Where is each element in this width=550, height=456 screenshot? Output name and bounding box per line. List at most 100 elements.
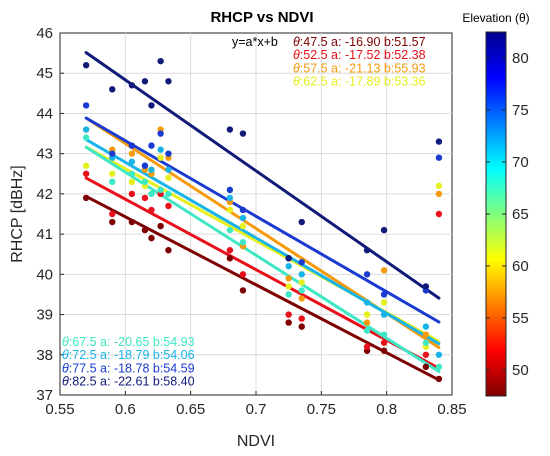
y-tick-label: 44 xyxy=(36,105,53,122)
data-point-theta-72.5 xyxy=(239,214,247,222)
data-point-theta-67.5 xyxy=(148,190,155,198)
data-point-theta-72.5 xyxy=(422,323,430,330)
fit-legend-bottom: θ:67.5 a: -20.65 b:54.93θ:72.5 a: -18.79… xyxy=(62,335,195,389)
data-point-theta-72.5 xyxy=(148,166,155,173)
data-point-theta-62.5 xyxy=(380,299,388,306)
data-point-theta-72.5 xyxy=(285,263,292,270)
x-tick-label: 0.75 xyxy=(307,401,336,418)
data-point-theta-72.5 xyxy=(363,299,371,306)
data-point-theta-52.5 xyxy=(109,210,116,218)
data-point-theta-67.5 xyxy=(157,186,164,194)
data-point-theta-77.5 xyxy=(239,206,247,214)
data-point-theta-82.5 xyxy=(422,283,430,290)
data-point-theta-62.5 xyxy=(128,178,136,186)
data-point-theta-47.5 xyxy=(380,347,388,354)
x-axis-label: NDVI xyxy=(237,433,275,450)
data-point-theta-67.5 xyxy=(435,363,443,371)
data-point-theta-57.5 xyxy=(363,319,371,326)
fit-legend-text: :67.5 a: -20.65 b:54.93 xyxy=(69,335,195,349)
data-point-theta-47.5 xyxy=(141,226,149,234)
fit-lines xyxy=(84,51,441,382)
fit-legend-text: :62.5 a: -17.89 b:53.36 xyxy=(300,75,426,89)
data-point-theta-82.5 xyxy=(239,130,247,137)
fit-legend-text: :47.5 a: -16.90 b:51.57 xyxy=(300,35,426,49)
fit-legend-text: :52.5 a: -17.52 b:52.38 xyxy=(300,48,426,62)
colorbar-tick-label: 70 xyxy=(512,154,529,171)
colorbar-tick-label: 50 xyxy=(512,362,529,379)
equation-label: y=a*x+b xyxy=(232,35,278,49)
data-point-theta-47.5 xyxy=(239,287,247,294)
data-point-theta-52.5 xyxy=(226,247,234,254)
data-point-theta-72.5 xyxy=(165,166,172,173)
y-tick-label: 41 xyxy=(36,226,53,243)
data-point-theta-72.5 xyxy=(435,351,443,358)
colorbar-label: Elevation (θ) xyxy=(462,11,529,25)
data-point-theta-77.5 xyxy=(165,150,172,157)
y-tick-label: 40 xyxy=(36,266,53,283)
fit-legend-entry: θ:77.5 a: -18.78 b:54.59 xyxy=(62,361,195,375)
x-tick-label: 0.7 xyxy=(246,401,267,418)
y-tick-label: 38 xyxy=(36,347,53,364)
x-axis-ticks: 0.55 0.6 0.65 0.7 0.75 0.8 0.85 xyxy=(45,391,467,418)
fit-legend-text: :82.5 a: -22.61 b:58.40 xyxy=(69,375,195,389)
data-point-theta-67.5 xyxy=(298,287,305,294)
data-point-theta-72.5 xyxy=(380,311,388,318)
data-point-theta-47.5 xyxy=(157,222,164,230)
fit-legend-entry: θ:57.5 a: -21.13 b:55.93 xyxy=(293,61,426,75)
data-point-theta-52.5 xyxy=(422,351,430,358)
data-point-theta-77.5 xyxy=(226,186,234,194)
data-point-theta-77.5 xyxy=(363,271,371,278)
data-point-theta-62.5 xyxy=(82,162,90,169)
data-point-theta-77.5 xyxy=(380,291,388,298)
data-point-theta-82.5 xyxy=(141,78,149,85)
fit-legend-text: θ xyxy=(293,48,300,62)
data-point-theta-47.5 xyxy=(298,323,305,330)
fit-legend-top: θ:47.5 a: -16.90 b:51.57θ:52.5 a: -17.52… xyxy=(293,35,426,89)
data-point-theta-62.5 xyxy=(157,154,164,161)
data-point-theta-52.5 xyxy=(363,343,371,350)
data-point-theta-52.5 xyxy=(435,210,443,218)
fit-legend-entry: θ:52.5 a: -17.52 b:52.38 xyxy=(293,48,426,62)
fit-line-theta-82.5 xyxy=(84,51,441,300)
data-point-theta-57.5 xyxy=(422,331,430,338)
y-tick-label: 46 xyxy=(36,25,53,42)
data-point-theta-77.5 xyxy=(109,150,116,157)
data-point-theta-52.5 xyxy=(128,190,136,198)
colorbar-tick-label: 60 xyxy=(512,258,529,275)
x-tick-label: 0.55 xyxy=(45,401,74,418)
data-point-theta-57.5 xyxy=(128,150,136,157)
fit-legend-text: :57.5 a: -21.13 b:55.93 xyxy=(300,61,426,75)
data-point-theta-77.5 xyxy=(298,259,305,266)
fit-legend-entry: θ:62.5 a: -17.89 b:53.36 xyxy=(293,75,426,89)
data-point-theta-62.5 xyxy=(239,222,247,230)
fit-legend-text: θ xyxy=(293,75,300,89)
data-point-theta-82.5 xyxy=(128,82,136,89)
data-point-theta-82.5 xyxy=(148,102,155,109)
data-point-theta-62.5 xyxy=(298,279,305,286)
y-tick-label: 43 xyxy=(36,146,53,163)
data-point-theta-82.5 xyxy=(380,226,388,234)
fit-legend-text: θ xyxy=(62,375,69,389)
data-point-theta-47.5 xyxy=(226,255,234,262)
data-point-theta-62.5 xyxy=(435,182,443,190)
data-point-theta-77.5 xyxy=(435,154,443,161)
data-point-theta-62.5 xyxy=(165,174,172,181)
fit-legend-text: θ xyxy=(62,361,69,375)
y-tick-label: 39 xyxy=(36,307,53,324)
fit-line-theta-77.5 xyxy=(84,116,441,324)
data-point-theta-47.5 xyxy=(435,375,443,383)
data-point-theta-72.5 xyxy=(128,158,136,165)
chart-title: RHCP vs NDVI xyxy=(210,9,313,26)
fit-legend-entry: θ:72.5 a: -18.79 b:54.06 xyxy=(62,348,195,362)
data-point-theta-67.5 xyxy=(422,339,430,346)
data-point-theta-47.5 xyxy=(165,247,172,254)
data-point-theta-47.5 xyxy=(148,234,155,242)
data-point-theta-52.5 xyxy=(82,170,90,177)
data-point-theta-62.5 xyxy=(226,206,234,214)
data-point-theta-47.5 xyxy=(128,218,136,226)
data-point-theta-47.5 xyxy=(109,218,116,226)
colorbar-tick-label: 80 xyxy=(512,50,529,67)
fit-legend-text: θ xyxy=(293,61,300,75)
data-point-theta-52.5 xyxy=(165,202,172,210)
